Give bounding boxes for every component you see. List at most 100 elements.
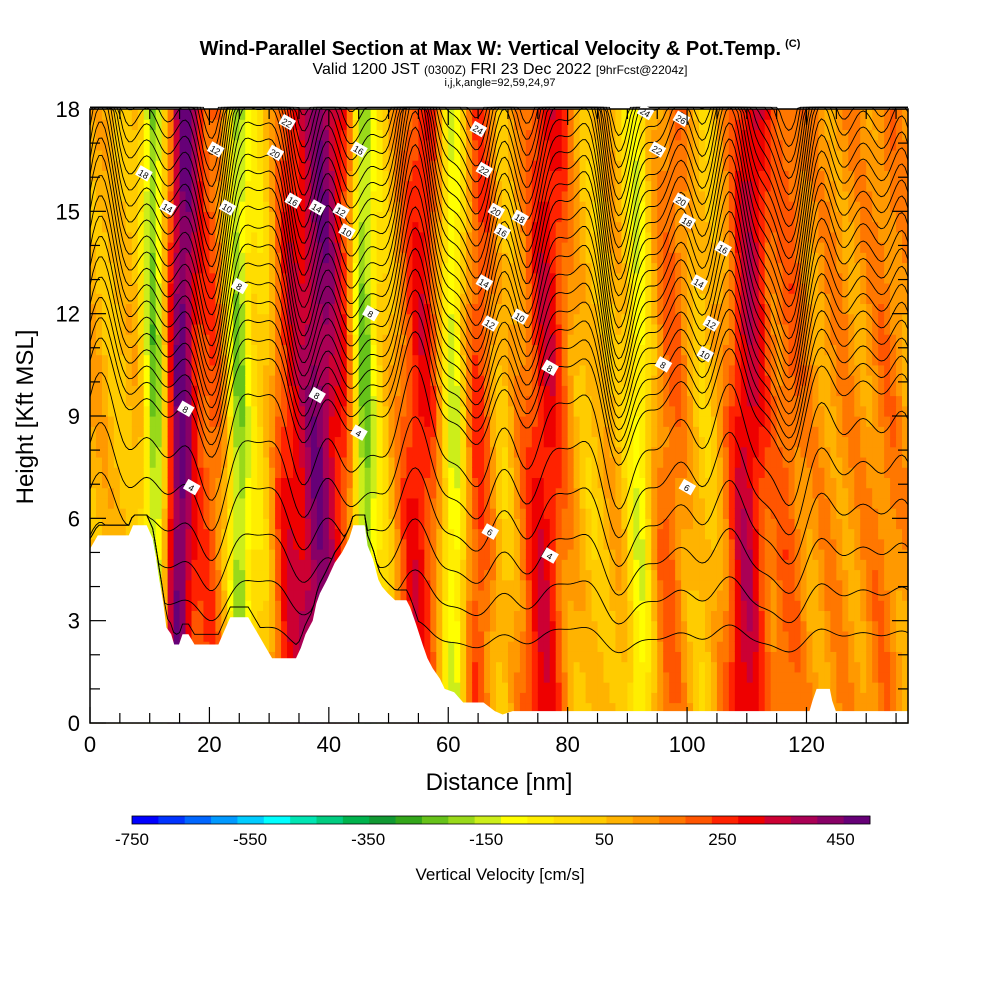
velocity-cell: [179, 477, 187, 489]
velocity-cell: [537, 651, 545, 663]
velocity-cell: [466, 559, 473, 571]
velocity-cell: [215, 589, 222, 601]
velocity-cell: [418, 180, 425, 192]
velocity-cell: [454, 385, 461, 397]
velocity-cell: [561, 354, 569, 366]
velocity-cell: [400, 282, 408, 294]
velocity-cell: [364, 477, 372, 489]
velocity-cell: [125, 149, 133, 161]
velocity-cell: [203, 610, 211, 622]
velocity-cell: [346, 293, 354, 305]
velocity-cell: [245, 426, 252, 438]
velocity-cell: [352, 160, 360, 171]
velocity-cell: [328, 446, 336, 458]
velocity-cell: [358, 323, 366, 335]
velocity-cell: [215, 559, 222, 571]
velocity-cell: [430, 303, 437, 315]
velocity-cell: [400, 579, 408, 591]
velocity-cell: [442, 109, 449, 120]
velocity-cell: [227, 252, 234, 264]
velocity-cell: [448, 426, 455, 438]
velocity-cell: [460, 600, 467, 612]
velocity-cell: [513, 467, 521, 478]
velocity-cell: [322, 416, 330, 427]
velocity-cell: [531, 201, 539, 212]
velocity-cell: [448, 528, 455, 540]
velocity-cell: [119, 129, 127, 141]
velocity-cell: [215, 549, 222, 560]
velocity-cell: [400, 589, 408, 601]
velocity-cell: [501, 579, 509, 591]
velocity-cell: [448, 303, 455, 315]
velocity-cell: [376, 262, 384, 274]
velocity-cell: [203, 538, 211, 550]
velocity-cell: [460, 344, 467, 356]
velocity-cell: [364, 252, 372, 264]
velocity-cell: [484, 426, 491, 438]
velocity-cell: [555, 467, 563, 478]
velocity-cell: [298, 139, 306, 151]
velocity-cell: [298, 426, 306, 438]
velocity-cell: [161, 344, 169, 356]
velocity-cell: [460, 641, 467, 652]
velocity-cell: [573, 334, 581, 345]
velocity-cell: [501, 436, 509, 448]
velocity-cell: [334, 508, 342, 519]
velocity-cell: [406, 262, 414, 274]
velocity-cell: [501, 344, 509, 356]
velocity-cell: [143, 446, 151, 458]
velocity-cell: [269, 579, 276, 591]
velocity-cell: [155, 323, 163, 335]
velocity-cell: [370, 170, 378, 182]
velocity-cell: [167, 323, 175, 335]
velocity-cell: [442, 303, 449, 315]
velocity-cell: [269, 620, 276, 632]
velocity-cell: [310, 334, 318, 345]
velocity-cell: [400, 109, 408, 120]
velocity-cell: [579, 334, 587, 345]
velocity-cell: [531, 630, 539, 642]
velocity-cell: [227, 416, 234, 427]
velocity-cell: [215, 436, 222, 448]
velocity-cell: [531, 497, 539, 509]
velocity-cell: [203, 467, 211, 478]
velocity-cell: [346, 242, 354, 253]
velocity-cell: [293, 620, 300, 632]
velocity-cell: [519, 282, 527, 294]
velocity-cell: [496, 109, 503, 120]
velocity-cell: [191, 262, 199, 274]
velocity-cell: [281, 630, 288, 642]
velocity-cell: [239, 149, 246, 161]
velocity-cell: [227, 262, 234, 274]
velocity-cell: [221, 190, 228, 202]
velocity-cell: [370, 364, 378, 376]
velocity-cell: [496, 641, 503, 652]
velocity-cell: [525, 252, 533, 264]
velocity-cell: [269, 211, 276, 223]
velocity-cell: [197, 436, 205, 448]
velocity-cell: [155, 538, 163, 550]
velocity-cell: [167, 282, 175, 294]
velocity-cell: [149, 528, 157, 540]
velocity-cell: [346, 436, 354, 448]
velocity-cell: [221, 549, 228, 560]
velocity-cell: [573, 354, 581, 366]
velocity-cell: [197, 620, 205, 632]
velocity-cell: [155, 282, 163, 294]
velocity-cell: [119, 477, 127, 489]
velocity-cell: [173, 242, 181, 253]
velocity-cell: [561, 661, 569, 673]
velocity-cell: [496, 231, 503, 243]
velocity-cell: [161, 160, 169, 171]
velocity-cell: [358, 354, 366, 366]
velocity-cell: [328, 549, 336, 560]
velocity-cell: [496, 600, 503, 612]
velocity-cell: [125, 467, 133, 478]
velocity-cell: [227, 293, 234, 305]
velocity-cell: [406, 201, 414, 212]
velocity-cell: [573, 528, 581, 540]
velocity-cell: [436, 231, 443, 243]
velocity-cell: [113, 180, 121, 192]
velocity-cell: [394, 549, 402, 560]
velocity-cell: [490, 446, 497, 458]
